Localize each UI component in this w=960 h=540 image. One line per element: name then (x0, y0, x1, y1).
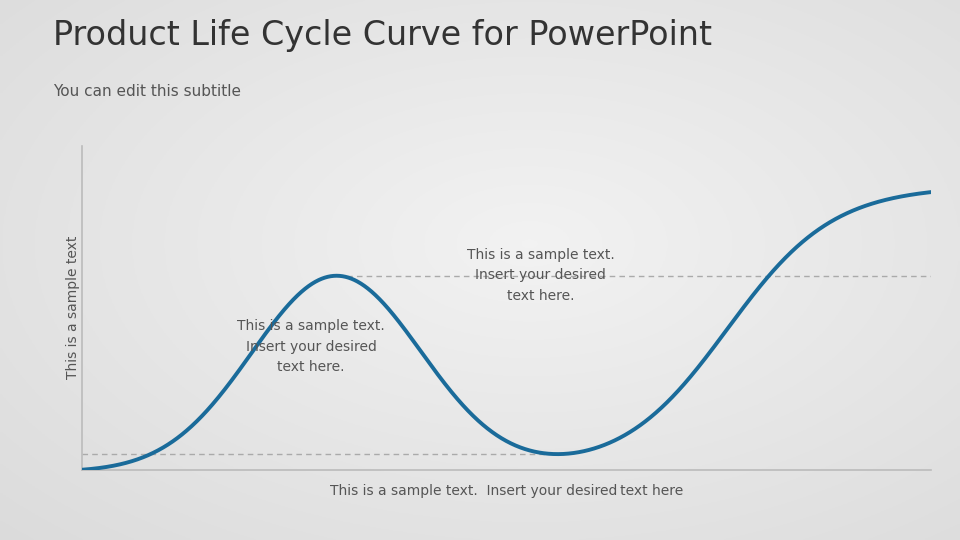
X-axis label: This is a sample text.  Insert your desired text here: This is a sample text. Insert your desir… (330, 484, 683, 498)
Text: Product Life Cycle Curve for PowerPoint: Product Life Cycle Curve for PowerPoint (53, 19, 711, 52)
Y-axis label: This is a sample text: This is a sample text (66, 236, 81, 380)
Text: You can edit this subtitle: You can edit this subtitle (53, 84, 241, 99)
Text: This is a sample text.
Insert your desired
text here.: This is a sample text. Insert your desir… (467, 248, 614, 303)
Text: This is a sample text.
Insert your desired
text here.: This is a sample text. Insert your desir… (237, 319, 385, 374)
